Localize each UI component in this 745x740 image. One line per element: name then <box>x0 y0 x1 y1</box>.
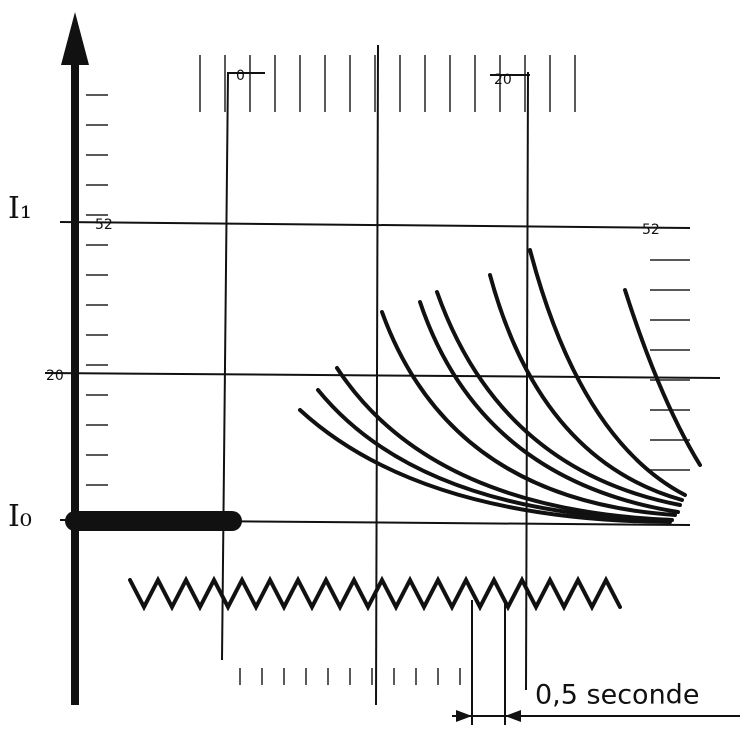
grid-line <box>44 372 721 379</box>
i0-label: I₀ <box>8 499 32 534</box>
decay-curves <box>298 248 702 524</box>
graticule-label: 20 <box>494 72 512 88</box>
decay-curve <box>335 366 674 522</box>
axis-arrow <box>61 12 89 65</box>
decay-curve <box>380 310 677 517</box>
decay-curve <box>623 288 702 467</box>
dimension-arrow <box>456 710 472 722</box>
time-base-trace <box>128 575 622 612</box>
grid-line <box>525 71 529 691</box>
grid-line <box>59 221 691 229</box>
dimension-arrow <box>505 710 521 722</box>
i1-label: I₁ <box>8 191 32 226</box>
graticule-label: 52 <box>642 222 660 238</box>
grid-line <box>221 71 229 661</box>
decay-curve <box>488 273 684 502</box>
decay-curve <box>298 408 672 524</box>
time-scale-label: 0,5 seconde <box>535 680 699 711</box>
graticule-label: 0 <box>236 68 245 84</box>
graticule-label: 20 <box>46 368 64 384</box>
graticule-label: 52 <box>95 217 113 233</box>
decay-curve <box>418 300 680 514</box>
decay-curve <box>528 248 687 497</box>
grid-line <box>375 44 379 706</box>
decay-curve <box>435 290 682 507</box>
